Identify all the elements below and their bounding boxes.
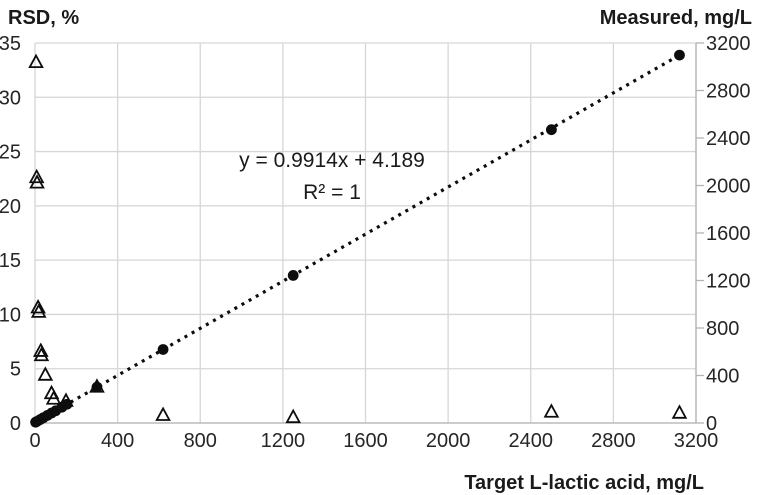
measured-circle-marker (91, 381, 103, 393)
rsd-triangle-marker (33, 346, 50, 362)
rsd-triangle-marker (28, 53, 44, 69)
x-axis-title: Target L-lactic acid, mg/L (464, 472, 704, 494)
right-axis-tick-label: 400 (706, 366, 739, 388)
x-axis-tick-label: 2000 (426, 430, 471, 452)
trendline-equation-label: y = 0.9914x + 4.189 (239, 149, 425, 172)
left-axis-tick-label: 15 (0, 250, 21, 272)
left-axis-tick-label: 25 (0, 142, 21, 164)
measured-circle-marker (61, 398, 73, 410)
left-axis-title: RSD, % (8, 7, 79, 29)
rsd-triangle-marker (155, 406, 171, 421)
measured-circle-marker (287, 269, 299, 281)
left-axis-tick-label: 5 (10, 359, 21, 381)
x-axis-tick-label: 0 (29, 430, 40, 452)
x-axis-tick-label: 1600 (343, 430, 388, 452)
rsd-triangle-marker (29, 174, 45, 189)
left-axis-tick-label: 0 (10, 413, 21, 435)
x-axis-tick-label: 3200 (674, 430, 719, 452)
rsd-triangle-marker (28, 168, 45, 184)
data-points-layer (28, 49, 688, 428)
trendline-r-squared-label: R² = 1 (303, 181, 361, 204)
right-axis-tick-label: 2000 (706, 176, 751, 198)
left-axis-tick-label: 20 (0, 196, 21, 218)
left-axis-tick-label: 35 (0, 33, 21, 55)
rsd-triangle-marker (32, 342, 49, 357)
right-axis-title: Measured, mg/L (600, 7, 752, 29)
right-axis-tick-label: 800 (706, 318, 739, 340)
right-axis-tick-label: 0 (706, 413, 717, 435)
x-axis-tick-label: 2800 (591, 430, 636, 452)
x-axis-tick-label: 400 (101, 430, 134, 452)
rsd-triangle-marker (30, 303, 47, 318)
x-axis-tick-label: 800 (184, 430, 217, 452)
rsd-triangle-marker (285, 408, 302, 424)
measured-circle-marker (546, 124, 557, 136)
tick-labels: 0 400 800 1200 1600 2000 2400 2800 3200051015202… (0, 33, 751, 452)
rsd-triangle-marker (37, 366, 54, 381)
x-axis-tick-label: 2400 (509, 430, 554, 452)
trendline-dotted (34, 53, 681, 424)
trendline-layer (34, 53, 681, 424)
right-axis-tick-label: 2800 (706, 81, 751, 103)
axis-lines (35, 42, 704, 424)
right-axis-tick-label: 1200 (706, 271, 751, 293)
right-axis-tick-label: 2400 (706, 128, 751, 150)
x-axis-tick-label: 1200 (261, 430, 306, 452)
measured-circle-marker (674, 49, 685, 61)
measured-circle-marker (157, 344, 169, 355)
rsd-triangle-marker (45, 390, 62, 405)
gridlines (34, 42, 697, 424)
rsd-triangle-marker (543, 403, 560, 418)
right-axis-tick-label: 1600 (706, 223, 751, 245)
right-axis-tick-label: 3200 (706, 33, 751, 55)
left-axis-tick-label: 30 (0, 87, 21, 109)
rsd-triangle-marker (30, 299, 46, 314)
left-axis-tick-label: 10 (0, 304, 21, 326)
rsd-triangle-marker (671, 404, 688, 419)
